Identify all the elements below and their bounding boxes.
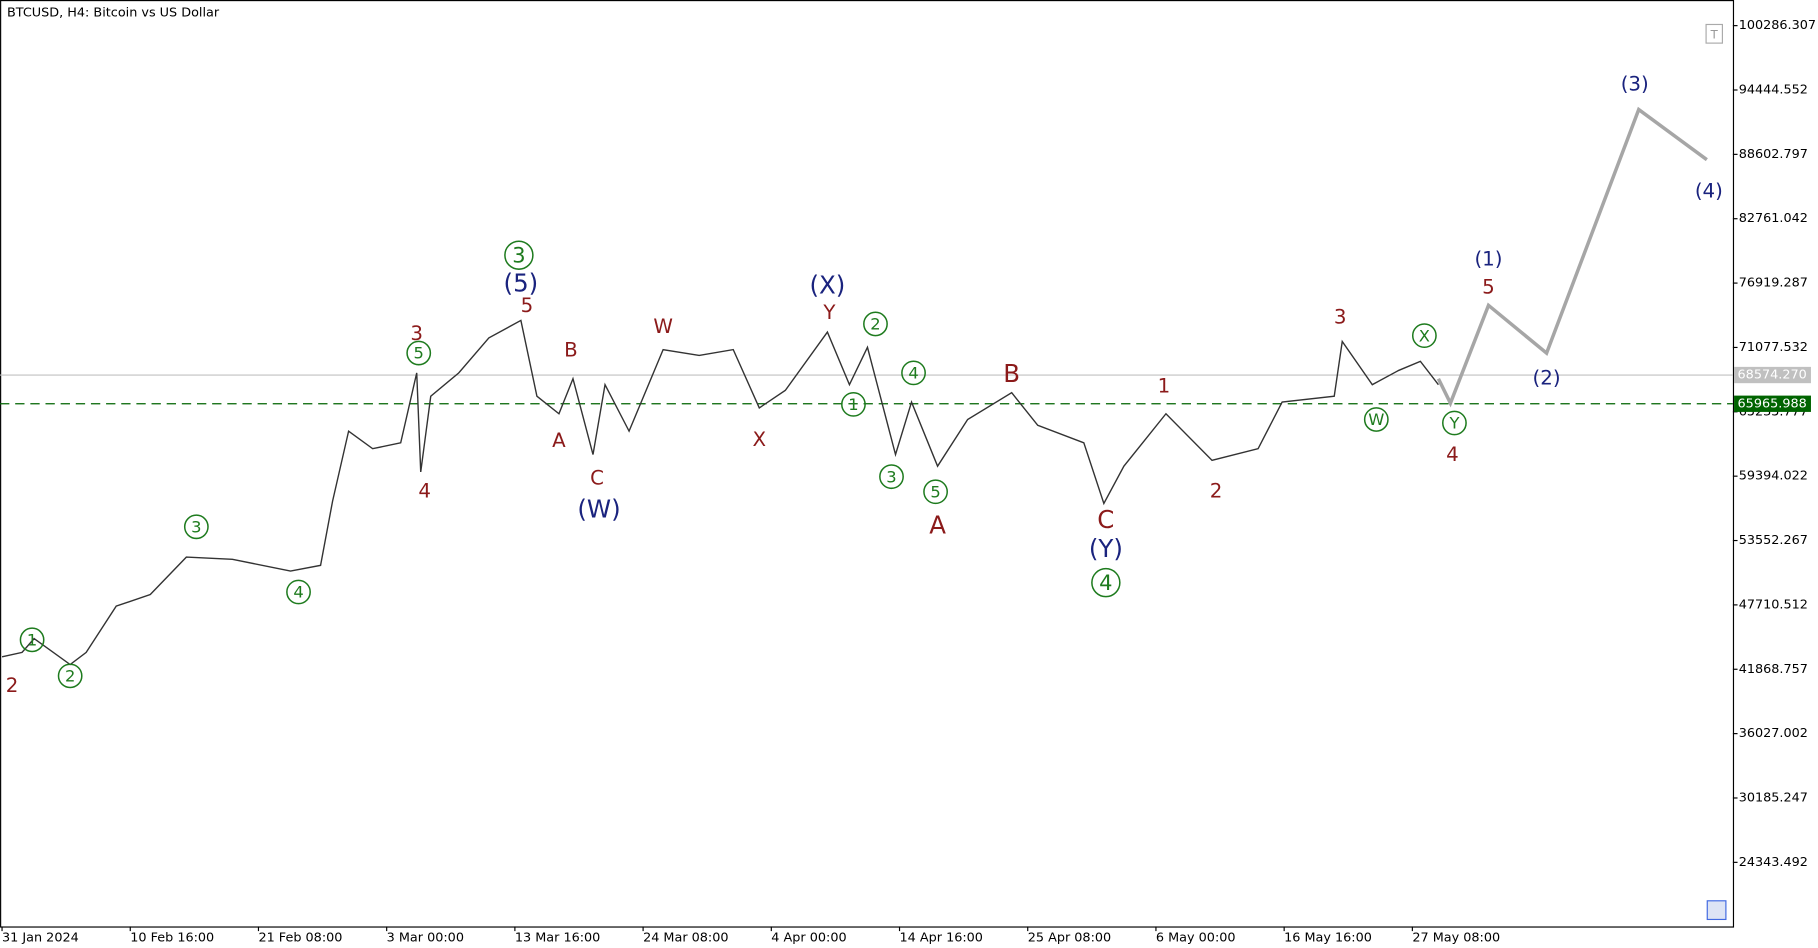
wave-label: 4 [1099,571,1112,595]
wave-label: 1 [848,395,858,414]
wave-label: W [1368,410,1384,429]
wave-label: 4 [293,583,303,602]
wave-circle [57,663,83,689]
wave-circle [1411,323,1437,349]
y-tick-label: 36027.002 [1739,726,1808,741]
y-tick-label: 76919.287 [1739,276,1808,291]
x-tick-label: 25 Apr 08:00 [1028,931,1111,946]
y-tick-label: 71077.532 [1739,340,1808,355]
y-tick-label: 41868.757 [1739,662,1808,677]
wave-label: X [753,428,767,451]
price-level-label: 68574.270 [1738,368,1807,383]
wave-label: A [552,429,566,452]
wave-label: 4 [908,364,918,383]
wave-circle [901,360,926,386]
wave-label: 3 [191,517,201,536]
wave-label: 5 [1482,275,1495,298]
chart-title: BTCUSD, H4: Bitcoin vs US Dollar [7,5,220,20]
wave-circle [406,340,432,366]
wave-circle [841,391,866,417]
toolbar-icon[interactable] [1706,900,1727,921]
wave-label: (4) [1695,180,1723,203]
wave-label: 4 [418,479,431,502]
wave-circle [923,479,948,505]
wave-label: 1 [27,630,37,649]
y-tick-label: 88602.797 [1739,147,1808,162]
wave-label: B [564,338,578,361]
wave-circle [286,579,311,605]
wave-label: 2 [1210,479,1223,502]
wave-label: 2 [65,667,75,686]
price-line [1,319,1439,666]
wave-circle [879,464,904,490]
wave-label: (W) [577,494,620,523]
wave-label: 2 [870,315,880,334]
x-tick-label: 24 Mar 08:00 [643,931,728,946]
wave-label: 3 [1334,306,1347,329]
wave-label: A [929,511,946,540]
wave-circle [19,627,45,653]
forecast-line [1436,106,1708,408]
wave-label: 2 [6,674,19,697]
y-tick-label: 24343.492 [1739,855,1808,870]
wave-label: (3) [1621,73,1649,96]
wave-circle [183,514,209,540]
wave-label: C [590,466,604,489]
price-level-label: 65965.988 [1738,396,1807,411]
wave-label: 3 [410,322,423,345]
y-tick-label: 100286.307 [1739,18,1816,33]
wave-circle [504,240,534,270]
y-tick-label: 47710.512 [1739,597,1808,612]
wave-label: 3 [886,467,896,486]
y-tick-label: 59394.022 [1739,469,1808,484]
wave-label: 3 [512,243,525,267]
wave-circle [863,311,888,337]
x-tick-label: 21 Feb 08:00 [258,931,342,946]
price-level-box [1734,366,1811,384]
wave-label: 5 [930,482,940,501]
wave-label: C [1097,505,1114,534]
y-tick-label: 94444.552 [1739,82,1808,97]
toolbar-icon[interactable] [1705,23,1723,44]
wave-label: (Y) [1089,534,1123,563]
wave-label: X [1419,326,1430,345]
wave-label: (2) [1533,366,1561,389]
plot-frame [0,0,1735,928]
toolbar-icon-glyph: T [1710,27,1719,41]
wave-label: B [1003,359,1020,388]
wave-label: 5 [521,294,534,317]
x-tick-label: 13 Mar 16:00 [515,931,600,946]
wave-label: W [653,315,673,338]
x-tick-label: 10 Feb 16:00 [130,931,214,946]
wave-label: 4 [1446,443,1459,466]
wave-label: 1 [1158,374,1171,397]
wave-label: (5) [504,268,539,297]
y-tick-label: 30185.247 [1739,790,1808,805]
wave-label: Y [1448,414,1459,433]
x-tick-label: 6 May 00:00 [1156,931,1236,946]
y-tick-label: 53552.267 [1739,533,1808,548]
wave-label: Y [822,301,836,324]
x-tick-label: 16 May 16:00 [1284,931,1372,946]
x-tick-label: 14 Apr 16:00 [900,931,983,946]
x-tick-label: 27 May 08:00 [1412,931,1500,946]
y-tick-label: 82761.042 [1739,211,1808,226]
wave-circle [1091,567,1121,598]
wave-circle [1363,407,1389,432]
x-tick-label: 31 Jan 2024 [2,931,79,946]
wave-circle [1442,410,1467,436]
wave-label: (X) [809,271,845,300]
x-tick-label: 3 Mar 00:00 [387,931,464,946]
x-tick-label: 4 Apr 00:00 [771,931,846,946]
wave-label: 5 [414,344,424,363]
wave-label: (1) [1474,247,1502,270]
price-level-box [1734,395,1811,412]
